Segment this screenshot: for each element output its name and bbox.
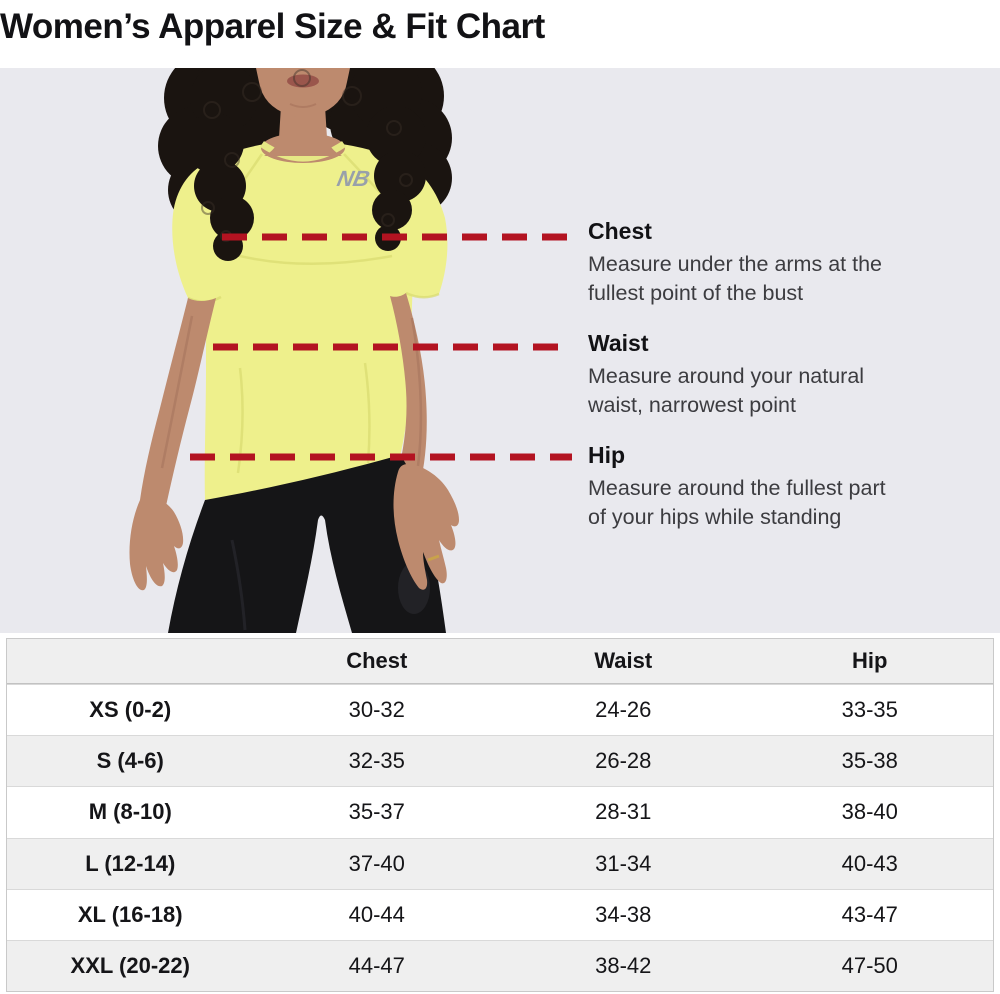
size-label: XS (0-2) xyxy=(89,697,172,723)
table-row-xs: XS (0-2) 30-32 24-26 33-35 xyxy=(7,684,993,736)
annotation-chest-label: Chest xyxy=(588,218,652,244)
hip-value: 40-43 xyxy=(841,850,898,876)
annotation-hip-text-2: of your hips while standing xyxy=(588,505,842,529)
size-label: L (12-14) xyxy=(85,850,176,876)
fit-guide-photo: NB xyxy=(0,68,1000,633)
header-waist: Waist xyxy=(594,648,653,673)
hair-front xyxy=(184,68,426,261)
waist-value: 31-34 xyxy=(595,850,652,876)
hip-value: 43-47 xyxy=(841,901,898,927)
right-hand xyxy=(393,464,459,590)
svg-text:NB: NB xyxy=(335,166,372,191)
annotation-chest-text-1: Measure under the arms at the xyxy=(588,252,882,276)
nb-logo: NB xyxy=(335,166,372,191)
annotation-waist-text-2: waist, narrowest point xyxy=(588,393,796,417)
table-row-m: M (8-10) 35-37 28-31 38-40 xyxy=(7,786,993,838)
hip-value: 38-40 xyxy=(841,799,898,825)
table-row-xl: XL (16-18) 40-44 34-38 43-47 xyxy=(7,888,993,940)
size-label: XXL (20-22) xyxy=(70,952,190,978)
waist-value: 24-26 xyxy=(595,697,652,723)
collar-rim xyxy=(260,141,346,162)
ring xyxy=(427,554,440,562)
waist-value: 26-28 xyxy=(595,748,652,774)
header-chest: Chest xyxy=(346,648,408,673)
leg-gap xyxy=(296,515,352,633)
lips xyxy=(287,74,319,88)
annotation-waist-label: Waist xyxy=(588,330,649,356)
chest-value: 37-40 xyxy=(348,850,405,876)
chest-value: 32-35 xyxy=(348,748,405,774)
size-table: Chest Waist Hip XS (0-2) 30-32 24-26 33-… xyxy=(6,638,994,992)
leg-highlight xyxy=(230,539,247,631)
right-arm xyxy=(390,293,427,484)
header-hip: Hip xyxy=(852,648,888,673)
annotation-waist: Waist Measure around your natural waist,… xyxy=(588,330,990,420)
waist-value: 28-31 xyxy=(595,799,652,825)
title-bar: Women’s Apparel Size & Fit Chart xyxy=(0,0,1000,68)
chest-value: 35-37 xyxy=(348,799,405,825)
annotation-hip: Hip Measure around the fullest part of y… xyxy=(588,442,990,532)
chin-line xyxy=(289,103,317,108)
chest-value: 44-47 xyxy=(348,952,405,978)
face xyxy=(256,68,350,117)
tshirt-torso xyxy=(204,141,415,500)
annotation-chest-text-2: fullest point of the bust xyxy=(588,281,804,305)
chest-value: 40-44 xyxy=(348,901,405,927)
size-table-header-row: Chest Waist Hip xyxy=(7,639,993,684)
annotation-hip-label: Hip xyxy=(588,442,626,468)
arms xyxy=(129,293,427,591)
page-title: Women’s Apparel Size & Fit Chart xyxy=(0,7,545,46)
hip-value: 35-38 xyxy=(841,748,898,774)
table-row-xxl: XXL (20-22) 44-47 38-42 47-50 xyxy=(7,939,993,992)
waist-value: 34-38 xyxy=(595,901,652,927)
face-and-neck xyxy=(256,68,350,156)
annotation-waist-text-1: Measure around your natural xyxy=(588,364,865,388)
annotation-chest: Chest Measure under the arms at the full… xyxy=(588,218,990,308)
chest-value: 30-32 xyxy=(348,697,405,723)
size-label: XL (16-18) xyxy=(77,901,183,927)
model-illustration: NB xyxy=(0,68,1000,633)
left-hand xyxy=(129,497,184,591)
annotation-hip-text-1: Measure around the fullest part xyxy=(588,476,886,500)
left-arm xyxy=(140,298,216,507)
hip-value: 33-35 xyxy=(841,697,898,723)
size-label: M (8-10) xyxy=(88,799,172,825)
hair-curl-texture xyxy=(201,69,413,242)
waist-value: 38-42 xyxy=(595,952,652,978)
hip-value: 47-50 xyxy=(841,952,898,978)
table-row-s: S (4-6) 32-35 26-28 35-38 xyxy=(7,735,993,787)
leggings xyxy=(168,455,446,633)
header-size xyxy=(7,639,254,683)
size-label: S (4-6) xyxy=(96,748,164,774)
table-row-l: L (12-14) 37-40 31-34 40-43 xyxy=(7,837,993,889)
legs xyxy=(168,455,446,633)
